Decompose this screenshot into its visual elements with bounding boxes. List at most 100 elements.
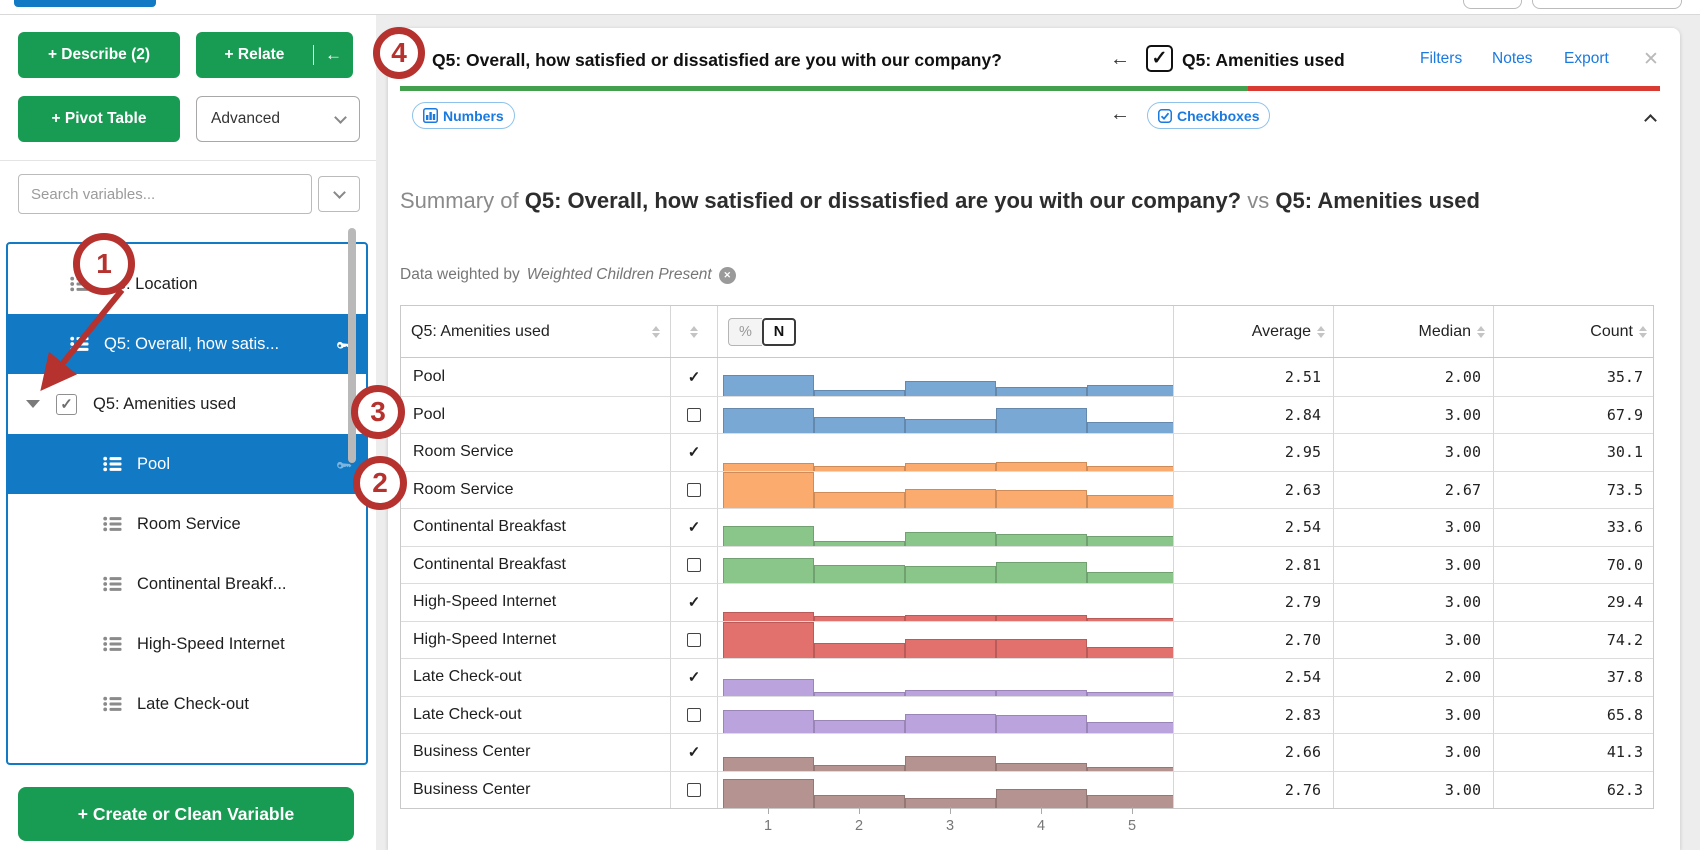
caret-down-icon[interactable] bbox=[26, 400, 40, 408]
sidebar-tree-item-2[interactable]: ✓ Q5: Amenities used bbox=[8, 374, 366, 434]
row-median: 3.00 bbox=[1334, 734, 1494, 771]
summary-title-left: Q5: Overall, how satisfied or dissatisfi… bbox=[524, 188, 1242, 213]
histogram-bar bbox=[905, 532, 996, 546]
row-average: 2.84 bbox=[1174, 396, 1334, 433]
table-row: Business Center ✓ 2.66 3.00 41.3 bbox=[401, 733, 1653, 771]
axis-tick bbox=[1132, 807, 1133, 814]
pivot-table-button[interactable]: + Pivot Table bbox=[18, 96, 180, 142]
numbers-pill-label: Numbers bbox=[443, 107, 504, 124]
categorical-list-icon bbox=[103, 516, 122, 532]
row-count: 67.9 bbox=[1606, 405, 1643, 424]
sort-icon[interactable] bbox=[1477, 325, 1485, 338]
histogram-column-header: % N bbox=[718, 306, 1174, 357]
table-row: Continental Breakfast ✓ 2.54 3.00 33.6 bbox=[401, 508, 1653, 546]
histogram-bar bbox=[996, 690, 1087, 696]
checkbox-column-header bbox=[671, 306, 718, 357]
histogram-bar bbox=[905, 381, 996, 396]
tree-item-label: Continental Breakf... bbox=[137, 574, 287, 593]
numbers-type-pill[interactable]: Numbers bbox=[412, 102, 515, 129]
histogram-bar bbox=[1087, 535, 1173, 546]
row-histogram bbox=[718, 621, 1174, 658]
multiselect-variable-icon: ✓ bbox=[1146, 45, 1173, 72]
histogram-bar bbox=[1087, 766, 1173, 771]
histogram-bar bbox=[1087, 691, 1173, 696]
export-link[interactable]: Export bbox=[1564, 50, 1609, 67]
histogram-bar bbox=[905, 614, 996, 621]
sidebar-tree-item-7[interactable]: ✓ Late Check-out bbox=[8, 674, 366, 734]
sidebar-tree-item-5[interactable]: ✓ Continental Breakf... bbox=[8, 554, 366, 614]
histogram-bar bbox=[1087, 721, 1173, 733]
remove-weight-icon[interactable]: ✕ bbox=[718, 266, 736, 284]
percent-toggle-option[interactable]: % bbox=[728, 317, 762, 346]
sidebar-tree-item-0[interactable]: ✓ Q3: Location bbox=[8, 254, 366, 314]
top-strip bbox=[0, 0, 1700, 15]
swap-back-arrow[interactable]: ← bbox=[1110, 48, 1130, 70]
tree-item-label: Q3: Location bbox=[104, 274, 198, 293]
close-icon[interactable]: ✕ bbox=[1643, 49, 1659, 70]
n-toggle-option[interactable]: N bbox=[762, 317, 796, 346]
row-count: 65.8 bbox=[1606, 705, 1643, 724]
row-checkbox-state: ✓ bbox=[671, 659, 718, 696]
axis-tick-label: 5 bbox=[1127, 818, 1137, 834]
histogram-bar bbox=[814, 764, 905, 771]
row-median: 3.00 bbox=[1334, 696, 1494, 733]
histogram-bar bbox=[814, 416, 905, 433]
histogram-bar bbox=[723, 678, 814, 696]
key-icon bbox=[335, 456, 352, 473]
checkboxes-type-pill[interactable]: Checkboxes bbox=[1147, 102, 1271, 129]
sort-icon[interactable] bbox=[652, 325, 660, 338]
sidebar-tree-item-1[interactable]: ✓ Q5: Overall, how satis... bbox=[8, 314, 366, 374]
count-header-label: Count bbox=[1590, 322, 1633, 340]
relate-button[interactable]: + Relate bbox=[224, 46, 285, 63]
relate-back-arrow-button[interactable]: ← bbox=[313, 45, 353, 65]
histogram-bar bbox=[905, 418, 996, 433]
histogram-x-axis: 1 2 3 4 5 bbox=[400, 807, 1654, 847]
notes-link[interactable]: Notes bbox=[1492, 50, 1533, 67]
row-label: Continental Breakfast bbox=[401, 509, 671, 546]
variable-checkbox[interactable]: ✓ bbox=[56, 393, 77, 415]
histogram-bar bbox=[996, 407, 1087, 433]
axis-tick-label: 2 bbox=[854, 818, 864, 834]
categorical-list-icon bbox=[103, 576, 122, 592]
filters-link[interactable]: Filters bbox=[1420, 50, 1463, 67]
row-histogram bbox=[718, 358, 1174, 396]
histogram-bar bbox=[1087, 794, 1173, 808]
histogram-bar bbox=[1087, 617, 1173, 621]
axis-tick-label: 1 bbox=[763, 818, 773, 834]
tree-item-label: Q5: Amenities used bbox=[93, 394, 237, 413]
axis-tick bbox=[768, 807, 769, 814]
sort-icon[interactable] bbox=[1317, 325, 1325, 338]
advanced-dropdown[interactable]: Advanced bbox=[196, 96, 360, 142]
row-average: 2.83 bbox=[1174, 696, 1334, 733]
row-median: 2.00 bbox=[1334, 659, 1494, 696]
sidebar-tree-item-4[interactable]: ✓ Room Service bbox=[8, 494, 366, 554]
weight-note: Data weighted by Weighted Children Prese… bbox=[400, 266, 736, 284]
list-scrollbar-thumb[interactable] bbox=[348, 228, 356, 463]
table-row: Business Center 2.76 3.00 62.3 bbox=[401, 770, 1653, 808]
histogram-bar bbox=[814, 691, 905, 696]
sidebar-tree-item-3[interactable]: ✓ Pool bbox=[8, 434, 366, 494]
histogram-bar bbox=[723, 612, 814, 621]
histogram-bar bbox=[1087, 385, 1173, 396]
row-count: 62.3 bbox=[1606, 780, 1643, 799]
sidebar-tree-item-6[interactable]: ✓ High-Speed Internet bbox=[8, 614, 366, 674]
collapse-panel-icon[interactable] bbox=[1644, 112, 1658, 127]
create-or-clean-variable-button[interactable]: + Create or Clean Variable bbox=[18, 787, 354, 841]
swap-back-arrow-2[interactable]: ← bbox=[1110, 103, 1130, 125]
row-average: 2.54 bbox=[1174, 509, 1334, 546]
histogram-bar bbox=[905, 566, 996, 583]
sort-icon[interactable] bbox=[1639, 325, 1647, 338]
search-dropdown-button[interactable] bbox=[318, 176, 360, 212]
sort-icon[interactable] bbox=[690, 325, 698, 338]
average-header-label: Average bbox=[1251, 322, 1311, 340]
histogram-bar bbox=[1087, 466, 1173, 471]
row-average: 2.54 bbox=[1174, 659, 1334, 696]
describe-button[interactable]: + Describe (2) bbox=[18, 32, 180, 78]
search-variables-input[interactable] bbox=[18, 174, 312, 214]
amenities-column-header: Q5: Amenities used bbox=[401, 306, 671, 357]
histogram-bar bbox=[905, 489, 996, 508]
histogram-bar bbox=[996, 490, 1087, 508]
toolbar-button-cropped-1[interactable] bbox=[1463, 0, 1522, 9]
summary-table: Q5: Amenities used % N Average Median bbox=[400, 305, 1654, 809]
toolbar-button-cropped-2[interactable] bbox=[1532, 0, 1682, 9]
